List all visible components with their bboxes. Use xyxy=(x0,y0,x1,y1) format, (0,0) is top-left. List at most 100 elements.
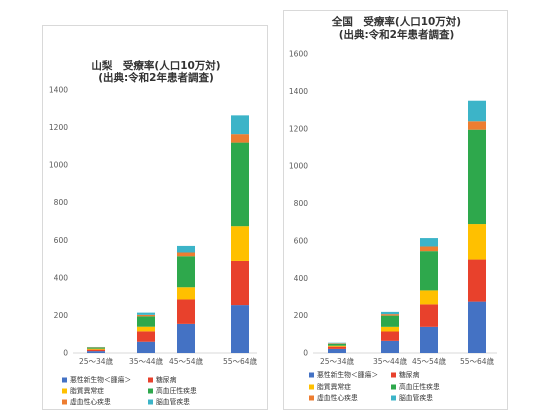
legend-label: 虚血性心疾患 xyxy=(70,397,111,406)
bar-segment xyxy=(177,256,195,288)
y-tick-label: 1000 xyxy=(289,162,308,171)
x-tick-label: 35～44歳 xyxy=(129,356,164,366)
y-tick-label: 400 xyxy=(54,273,69,282)
legend-swatch xyxy=(62,377,67,383)
legend-label: 脳血管疾患 xyxy=(399,393,433,402)
legend-swatch xyxy=(391,384,396,390)
bar-segment xyxy=(231,115,249,135)
legend-label: 高血圧性疾患 xyxy=(399,382,440,391)
y-tick-label: 1200 xyxy=(289,124,308,133)
bar-segment xyxy=(381,340,399,353)
y-tick-label: 600 xyxy=(54,236,69,245)
yamanashi-chart-panel: 山梨 受療率(人口10万対) (出典:令和2年患者調査) 0 200 400 600 800… xyxy=(42,25,268,410)
x-tick-label: 55～64歳 xyxy=(223,356,258,366)
bar-segment xyxy=(328,345,346,347)
bar-segment xyxy=(137,341,155,353)
bar-segment xyxy=(420,290,438,305)
y-tick-label: 1400 xyxy=(49,86,68,95)
legend-label: 虚血性心疾患 xyxy=(317,393,358,402)
legend-swatch xyxy=(148,377,153,383)
bar-segment xyxy=(420,304,438,327)
legend-label: 脂質異常症 xyxy=(317,382,351,391)
y-tick-label: 800 xyxy=(54,198,69,207)
bar-segment xyxy=(420,238,438,247)
x-tick-label: 45～54歳 xyxy=(412,356,447,366)
x-tick-label: 45～54歳 xyxy=(169,356,204,366)
bar-segment xyxy=(87,348,105,350)
bar-segment xyxy=(420,246,438,252)
bar-segment xyxy=(87,351,105,353)
bar-segment xyxy=(231,305,249,353)
bar-segment xyxy=(137,326,155,332)
bar-segment xyxy=(420,251,438,291)
national-chart-panel: 全国 受療率(人口10万対) (出典:令和2年患者調査) 0 200 400 600 800… xyxy=(283,10,508,410)
legend-label: 悪性新生物＜腫瘍＞ xyxy=(70,375,131,384)
y-tick-label: 0 xyxy=(63,349,68,358)
bar-segment xyxy=(137,316,155,327)
y-tick-label: 0 xyxy=(303,349,308,358)
legend-label: 脂質異常症 xyxy=(70,386,104,395)
x-tick-label: 25～34歳 xyxy=(79,356,114,366)
legend-swatch xyxy=(309,384,314,390)
legend-label: 高血圧性疾患 xyxy=(156,386,197,395)
legend-label: 糖尿病 xyxy=(399,370,420,379)
x-tick-label: 35～44歳 xyxy=(373,356,408,366)
legend-swatch xyxy=(62,388,67,394)
y-tick-label: 1600 xyxy=(289,50,308,59)
x-tick-label: 25～34歳 xyxy=(320,356,355,366)
bar-segment xyxy=(420,326,438,353)
legend-label: 悪性新生物＜腫瘍＞ xyxy=(317,370,378,379)
bar-segment xyxy=(381,315,399,327)
chart-title-line: 全国 受療率(人口10万対) xyxy=(331,15,461,28)
bar-segment xyxy=(468,129,486,225)
chart-title-line: (出典:令和2年患者調査) xyxy=(339,28,455,41)
bar-segment xyxy=(381,314,399,316)
bar-segment xyxy=(381,326,399,332)
x-tick-label: 55～64歳 xyxy=(460,356,495,366)
y-tick-label: 800 xyxy=(294,199,309,208)
bar-segment xyxy=(468,301,486,353)
bar-segment xyxy=(468,100,486,122)
bar-segment xyxy=(177,299,195,324)
bar-segment xyxy=(87,347,105,349)
y-tick-label: 200 xyxy=(54,311,69,320)
bar-segment xyxy=(137,331,155,342)
legend-swatch xyxy=(148,399,153,405)
legend-swatch xyxy=(62,399,67,405)
bar-segment xyxy=(328,343,346,344)
bar-segment xyxy=(328,342,346,344)
bar-segment xyxy=(231,134,249,143)
bar-segment xyxy=(177,252,195,257)
y-tick-label: 200 xyxy=(294,311,309,320)
chart-title-line: 山梨 受療率(人口10万対) xyxy=(91,59,220,72)
bar-segment xyxy=(468,259,486,302)
legend-swatch xyxy=(309,395,314,401)
bar-segment xyxy=(137,312,155,315)
y-tick-label: 400 xyxy=(294,274,309,283)
bar-segment xyxy=(231,226,249,261)
bar-segment xyxy=(177,287,195,300)
national-chart: 全国 受療率(人口10万対)(出典:令和2年患者調査) 0 200 400 600 800… xyxy=(289,15,497,402)
legend-swatch xyxy=(309,372,314,378)
y-tick-label: 600 xyxy=(294,236,309,245)
y-tick-label: 1200 xyxy=(49,123,68,132)
bar-segment xyxy=(137,314,155,317)
bar-segment xyxy=(231,260,249,306)
y-tick-label: 1000 xyxy=(49,161,68,170)
bar-segment xyxy=(328,346,346,349)
chart-title-line: (出典:令和2年患者調査) xyxy=(98,71,214,84)
bar-segment xyxy=(381,331,399,341)
y-tick-label: 1400 xyxy=(289,87,308,96)
legend-label: 糖尿病 xyxy=(156,375,177,384)
bar-segment xyxy=(177,245,195,253)
yamanashi-chart: 山梨 受療率(人口10万対)(出典:令和2年患者調査) 0 200 400 600 800… xyxy=(49,59,258,406)
bar-segment xyxy=(468,224,486,260)
legend-swatch xyxy=(391,395,396,401)
bar-segment xyxy=(87,349,105,352)
legend-swatch xyxy=(391,372,396,378)
bar-segment xyxy=(328,343,346,346)
legend-label: 脳血管疾患 xyxy=(156,397,190,406)
bar-segment xyxy=(468,121,486,130)
bar-segment xyxy=(328,348,346,353)
bar-segment xyxy=(381,311,399,315)
